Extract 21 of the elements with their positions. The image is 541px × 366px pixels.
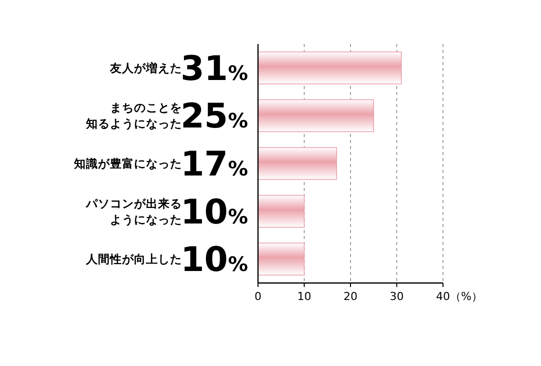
x-tick-label: 20 — [344, 290, 358, 303]
data-label: 31% — [180, 48, 248, 89]
x-tick-label: 30 — [390, 290, 404, 303]
x-tick-label: 40 — [436, 290, 450, 303]
x-tick-label: 0 — [254, 290, 262, 303]
data-label: 17% — [180, 144, 248, 184]
x-axis-title: （%） — [450, 290, 482, 303]
x-tick-label: 10 — [297, 290, 312, 303]
bar — [258, 52, 402, 84]
y-tick-label: 人間性が向上した — [85, 252, 182, 266]
bar — [258, 147, 338, 180]
bar — [258, 99, 374, 132]
y-tick-label: 知識が豊富になった — [73, 156, 182, 170]
y-tick-label: まちのことを知るようになった — [85, 100, 182, 131]
y-tick-label: 友人が増えた — [109, 60, 182, 75]
bar — [258, 242, 305, 276]
data-label: 10% — [180, 192, 248, 232]
data-label: 25% — [180, 96, 248, 137]
data-label: 10% — [180, 240, 248, 280]
y-tick-label: パソコンが出来るようになった — [85, 196, 182, 226]
bar — [258, 194, 305, 228]
